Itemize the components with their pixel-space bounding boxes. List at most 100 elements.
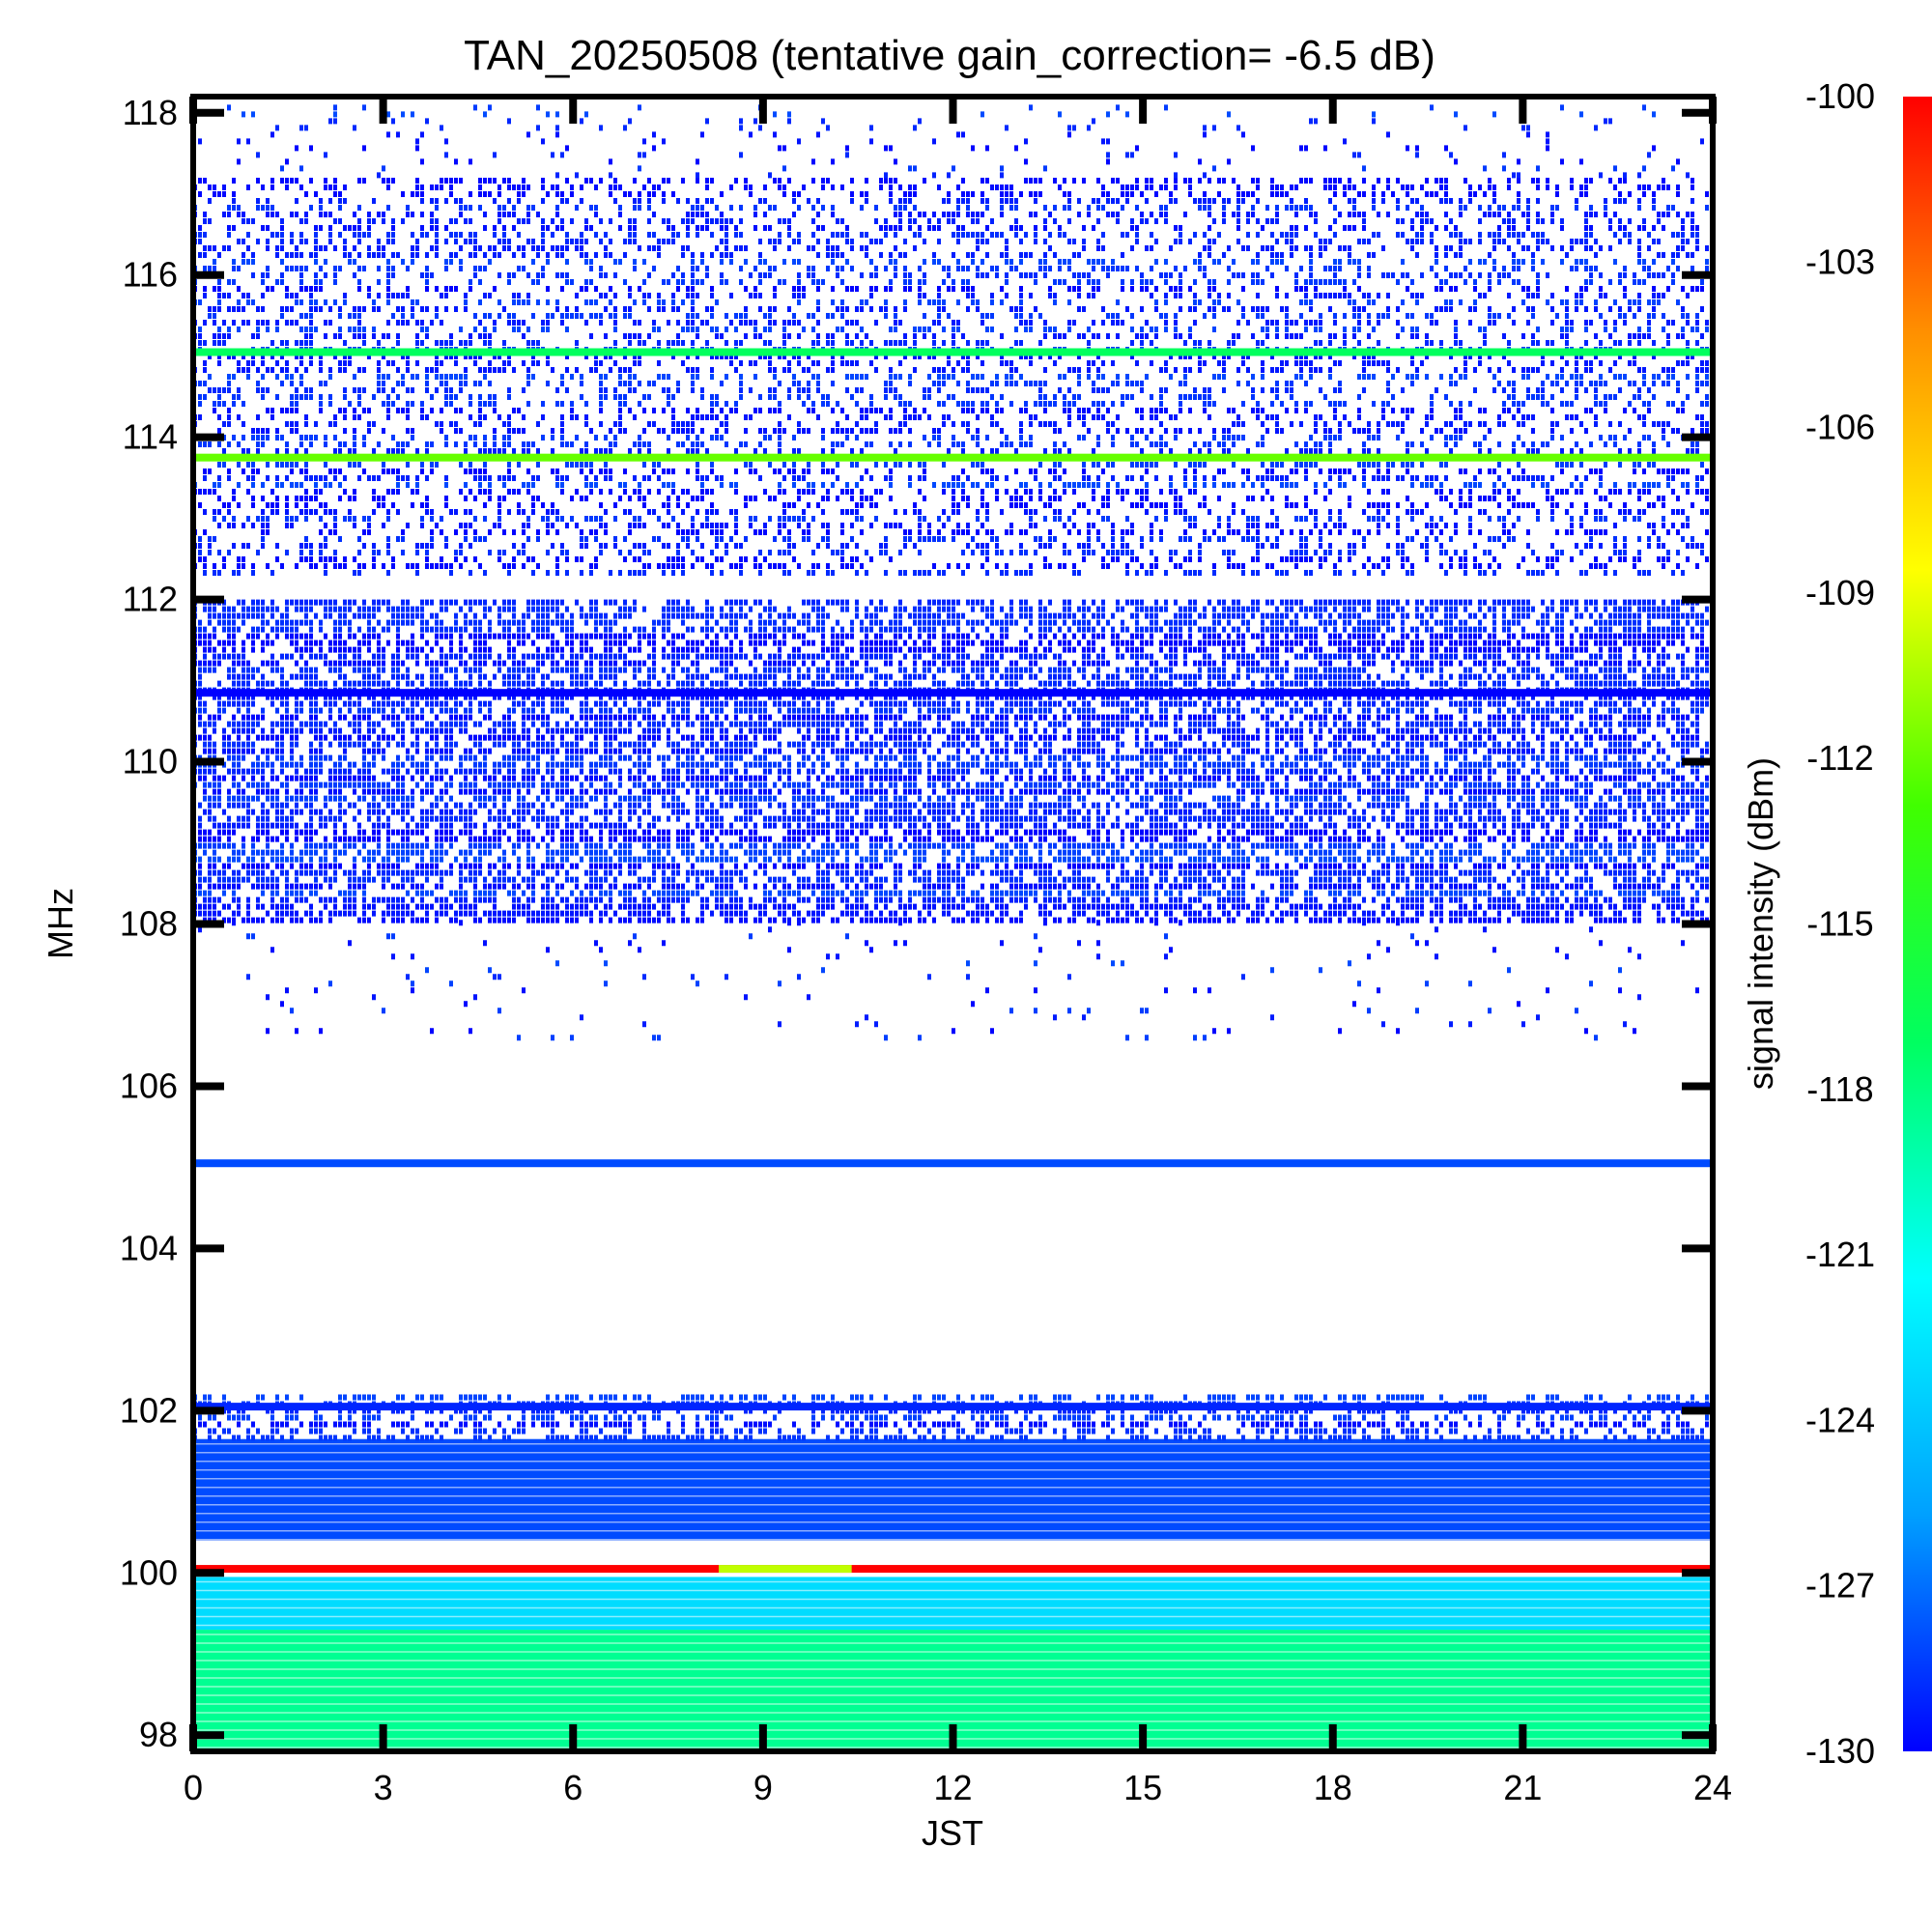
band-noise-row <box>193 286 1713 292</box>
carrier-line-4 <box>193 1403 1713 1411</box>
band-noise-row <box>208 313 1699 319</box>
band-noise-row <box>217 428 1709 434</box>
colorbar-tick-label: -112 <box>1806 738 1873 778</box>
band-7 <box>198 920 1699 1041</box>
y-tick-label: 106 <box>120 1065 178 1105</box>
x-tick-label: 24 <box>1693 1768 1732 1807</box>
y-tick-label: 114 <box>123 417 178 457</box>
x-tick-label: 18 <box>1314 1768 1352 1807</box>
colorbar-tick-label: -106 <box>1805 408 1875 447</box>
band-noise-row <box>198 721 1713 727</box>
x-tick-label: 9 <box>753 1768 773 1807</box>
y-tick-label: 108 <box>120 904 178 944</box>
x-tick-label: 3 <box>374 1768 393 1807</box>
band-noise-row <box>208 306 1713 312</box>
y-tick-label: 118 <box>123 93 178 132</box>
band-noise-row <box>193 279 1704 285</box>
band-noise-row <box>198 829 1713 836</box>
band-noise-row <box>193 890 1699 896</box>
colorbar-tick-label: -100 <box>1805 76 1875 116</box>
band-noise-row <box>198 252 1694 258</box>
band-noise-row <box>198 394 1709 400</box>
band-noise-row <box>275 125 1598 131</box>
colorbar-tick-label: -127 <box>1805 1566 1875 1605</box>
band-noise-row <box>246 974 1245 980</box>
band-noise-row <box>198 401 1713 407</box>
band-noise-row <box>198 435 1713 440</box>
band-noise-row <box>193 1428 1713 1435</box>
band-noise-row <box>193 489 1713 495</box>
band-noise-row <box>193 1435 1704 1441</box>
band-noise-row <box>198 802 1713 809</box>
band-noise-row <box>203 727 1713 734</box>
band-1 <box>193 1577 1713 1631</box>
band-noise-row <box>295 145 1656 152</box>
band-noise-row <box>193 903 1713 910</box>
y-tick-label: 98 <box>139 1715 178 1754</box>
lines-layer <box>193 348 1713 1574</box>
band-noise-row <box>198 536 1694 542</box>
band-4 <box>193 599 1713 923</box>
band-noise-row <box>348 940 1685 947</box>
carrier-line-1 <box>193 453 1713 462</box>
y-tick-label: 102 <box>120 1390 178 1430</box>
band-noise-row <box>213 259 1709 265</box>
band-noise-row <box>193 680 1709 687</box>
band-noise-row <box>208 374 1709 380</box>
band-noise-row <box>193 239 1699 244</box>
band-noise-row <box>193 272 1713 278</box>
band-0 <box>193 1630 1713 1751</box>
carrier-line-3 <box>193 1159 1713 1168</box>
y-axis: 98 100 102 104 106 108 110 112 114 116 118 <box>120 93 1713 1754</box>
band-noise-row <box>198 1421 1709 1428</box>
band-noise-row <box>193 205 1713 211</box>
band-noise-row <box>242 111 1656 118</box>
band-noise-row <box>193 842 1713 849</box>
band-noise-row <box>198 836 1713 842</box>
plot-area <box>193 97 1713 1751</box>
band-noise-row <box>203 788 1704 795</box>
band-noise-row <box>203 570 1685 576</box>
band-noise-row <box>203 795 1713 802</box>
band-noise-row <box>198 714 1713 721</box>
carrier-line-2 <box>193 689 1713 697</box>
colorbar-tick-label: -115 <box>1806 904 1873 944</box>
band-noise-row <box>193 910 1713 917</box>
x-tick-label: 15 <box>1123 1768 1162 1807</box>
band-noise-row <box>193 421 1709 427</box>
band-noise-row <box>217 496 1709 501</box>
band-noise-row <box>203 748 1709 754</box>
x-tick-label: 21 <box>1503 1768 1542 1807</box>
x-axis-title: JST <box>922 1813 983 1853</box>
band-noise-row <box>208 387 1699 393</box>
band-noise-row <box>193 320 1713 326</box>
carrier-segment <box>718 1565 852 1574</box>
band-fill <box>193 1438 1713 1541</box>
band-noise-row <box>198 340 1699 346</box>
band-noise-row <box>270 947 1632 953</box>
colorbar-tick-label: -121 <box>1805 1235 1875 1274</box>
band-noise-row <box>193 1394 1713 1401</box>
band-noise-row <box>203 245 1709 251</box>
band-noise-row <box>193 185 1694 190</box>
band-noise-row <box>193 856 1713 863</box>
band-noise-row <box>193 606 1713 612</box>
band-noise-row <box>198 775 1713 781</box>
band-noise-row <box>203 360 1709 366</box>
colorbar <box>1903 97 1932 1751</box>
band-noise-row <box>193 639 1713 646</box>
band-noise-row <box>193 212 1713 217</box>
band-noise-row <box>203 809 1713 815</box>
y-tick-label: 104 <box>120 1228 178 1267</box>
band-noise-row <box>193 734 1713 741</box>
y-axis-title: MHz <box>41 888 80 959</box>
band-noise-row <box>193 599 1713 606</box>
x-axis: 0 3 6 9 12 15 18 21 24 <box>184 97 1732 1807</box>
band-noise-row <box>203 475 1713 481</box>
y-tick-label: 100 <box>120 1552 178 1592</box>
band-noise-row <box>198 673 1713 680</box>
band-noise-row <box>193 707 1713 714</box>
band-6 <box>198 104 1704 179</box>
colorbar-title: signal intensity (dBm) <box>1741 757 1780 1090</box>
band-noise-row <box>198 225 1713 231</box>
